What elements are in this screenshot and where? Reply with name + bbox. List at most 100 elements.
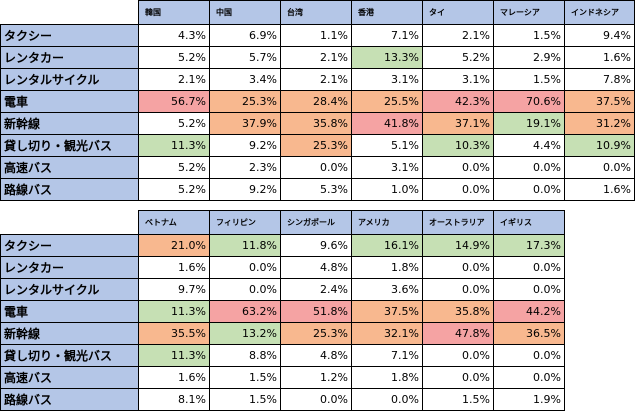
value-cell: 10.9% bbox=[564, 134, 635, 157]
value-cell: 0.0% bbox=[493, 278, 565, 301]
value-cell: 0.0% bbox=[209, 256, 281, 279]
column-header: ベトナム bbox=[138, 210, 210, 235]
value-cell: 13.3% bbox=[351, 46, 423, 69]
column-header: 台湾 bbox=[280, 0, 352, 25]
value-cell: 4.3% bbox=[138, 24, 210, 47]
table-row: レンタカー 1.6% 0.0% 4.8% 1.8% 0.0% 0.0% bbox=[0, 256, 565, 279]
value-cell: 47.8% bbox=[422, 322, 494, 345]
table-asia-2: ベトナム フィリピン シンガポール アメリカ オーストラリア イギリス タクシー 21.0% 1… bbox=[0, 210, 565, 411]
table-row: 新幹線 5.2% 37.9% 35.8% 41.8% 37.1% 19.1% 31.2% bbox=[0, 112, 635, 135]
value-cell: 1.6% bbox=[138, 256, 210, 279]
value-cell: 1.6% bbox=[564, 178, 635, 201]
row-label: 路線バス bbox=[0, 178, 139, 201]
value-cell: 8.1% bbox=[138, 388, 210, 411]
value-cell: 11.3% bbox=[138, 134, 210, 157]
value-cell: 1.9% bbox=[493, 388, 565, 411]
row-label: タクシー bbox=[0, 234, 139, 257]
column-header: アメリカ bbox=[351, 210, 423, 235]
row-label: 電車 bbox=[0, 90, 139, 113]
value-cell: 2.1% bbox=[422, 24, 494, 47]
value-cell: 37.9% bbox=[209, 112, 281, 135]
corner-cell bbox=[1, 1, 139, 25]
value-cell: 7.1% bbox=[351, 24, 423, 47]
value-cell: 1.8% bbox=[351, 256, 423, 279]
value-cell: 2.1% bbox=[280, 46, 352, 69]
column-header: タイ bbox=[422, 0, 494, 25]
value-cell: 35.8% bbox=[422, 300, 494, 323]
value-cell: 36.5% bbox=[493, 322, 565, 345]
value-cell: 9.4% bbox=[564, 24, 635, 47]
value-cell: 3.4% bbox=[209, 68, 281, 91]
column-header: シンガポール bbox=[280, 210, 352, 235]
value-cell: 5.2% bbox=[138, 156, 210, 179]
value-cell: 3.1% bbox=[351, 156, 423, 179]
value-cell: 0.0% bbox=[422, 366, 494, 389]
value-cell: 9.7% bbox=[138, 278, 210, 301]
value-cell: 1.2% bbox=[280, 366, 352, 389]
value-cell: 0.0% bbox=[493, 256, 565, 279]
value-cell: 0.0% bbox=[493, 344, 565, 367]
column-header: 中国 bbox=[209, 0, 281, 25]
value-cell: 44.2% bbox=[493, 300, 565, 323]
value-cell: 37.5% bbox=[351, 300, 423, 323]
table-row: タクシー 21.0% 11.8% 9.6% 16.1% 14.9% 17.3% bbox=[0, 234, 565, 257]
value-cell: 2.3% bbox=[209, 156, 281, 179]
value-cell: 35.8% bbox=[280, 112, 352, 135]
table-row: 電車 56.7% 25.3% 28.4% 25.5% 42.3% 70.6% 37.5% bbox=[0, 90, 635, 113]
value-cell: 9.6% bbox=[280, 234, 352, 257]
value-cell: 0.0% bbox=[351, 388, 423, 411]
table-row: レンタルサイクル 2.1% 3.4% 2.1% 3.1% 3.1% 1.5% 7.8% bbox=[0, 68, 635, 91]
header-row: ベトナム フィリピン シンガポール アメリカ オーストラリア イギリス bbox=[1, 210, 565, 235]
column-header: 香港 bbox=[351, 0, 423, 25]
table-row: 貸し切り・観光バス 11.3% 9.2% 25.3% 5.1% 10.3% 4.4% 10.9… bbox=[0, 134, 635, 157]
table-row: タクシー 4.3% 6.9% 1.1% 7.1% 2.1% 1.5% 9.4% bbox=[0, 24, 635, 47]
value-cell: 2.1% bbox=[138, 68, 210, 91]
value-cell: 70.6% bbox=[493, 90, 565, 113]
value-cell: 1.5% bbox=[493, 68, 565, 91]
value-cell: 5.2% bbox=[422, 46, 494, 69]
value-cell: 3.1% bbox=[422, 68, 494, 91]
value-cell: 5.3% bbox=[280, 178, 352, 201]
table-asia-1: 韓国 中国 台湾 香港 タイ マレーシア インドネシア タクシー 4.3% 6.9% 1.1% 7.1… bbox=[0, 0, 635, 201]
row-label: タクシー bbox=[0, 24, 139, 47]
value-cell: 16.1% bbox=[351, 234, 423, 257]
value-cell: 35.5% bbox=[138, 322, 210, 345]
value-cell: 0.0% bbox=[493, 178, 565, 201]
value-cell: 25.3% bbox=[280, 134, 352, 157]
value-cell: 3.6% bbox=[351, 278, 423, 301]
value-cell: 1.5% bbox=[209, 366, 281, 389]
value-cell: 42.3% bbox=[422, 90, 494, 113]
corner-cell bbox=[1, 211, 139, 235]
value-cell: 1.0% bbox=[351, 178, 423, 201]
value-cell: 4.8% bbox=[280, 344, 352, 367]
value-cell: 0.0% bbox=[280, 156, 352, 179]
table-row: 新幹線 35.5% 13.2% 25.3% 32.1% 47.8% 36.5% bbox=[0, 322, 565, 345]
value-cell: 32.1% bbox=[351, 322, 423, 345]
value-cell: 1.6% bbox=[138, 366, 210, 389]
row-label: 新幹線 bbox=[0, 322, 139, 345]
value-cell: 5.2% bbox=[138, 178, 210, 201]
value-cell: 11.3% bbox=[138, 300, 210, 323]
column-header: 韓国 bbox=[138, 0, 210, 25]
column-header: インドネシア bbox=[564, 0, 635, 25]
row-label: レンタカー bbox=[0, 46, 139, 69]
value-cell: 0.0% bbox=[564, 156, 635, 179]
row-label: レンタルサイクル bbox=[0, 68, 139, 91]
table-row: レンタルサイクル 9.7% 0.0% 2.4% 3.6% 0.0% 0.0% bbox=[0, 278, 565, 301]
row-label: 貸し切り・観光バス bbox=[0, 344, 139, 367]
value-cell: 8.8% bbox=[209, 344, 281, 367]
value-cell: 31.2% bbox=[564, 112, 635, 135]
row-label: 高速バス bbox=[0, 156, 139, 179]
value-cell: 0.0% bbox=[422, 278, 494, 301]
value-cell: 0.0% bbox=[493, 366, 565, 389]
value-cell: 17.3% bbox=[493, 234, 565, 257]
table-row: レンタカー 5.2% 5.7% 2.1% 13.3% 5.2% 2.9% 1.6% bbox=[0, 46, 635, 69]
value-cell: 2.4% bbox=[280, 278, 352, 301]
value-cell: 1.1% bbox=[280, 24, 352, 47]
value-cell: 1.5% bbox=[493, 24, 565, 47]
value-cell: 1.8% bbox=[351, 366, 423, 389]
value-cell: 6.9% bbox=[209, 24, 281, 47]
value-cell: 4.8% bbox=[280, 256, 352, 279]
value-cell: 0.0% bbox=[422, 256, 494, 279]
value-cell: 37.1% bbox=[422, 112, 494, 135]
